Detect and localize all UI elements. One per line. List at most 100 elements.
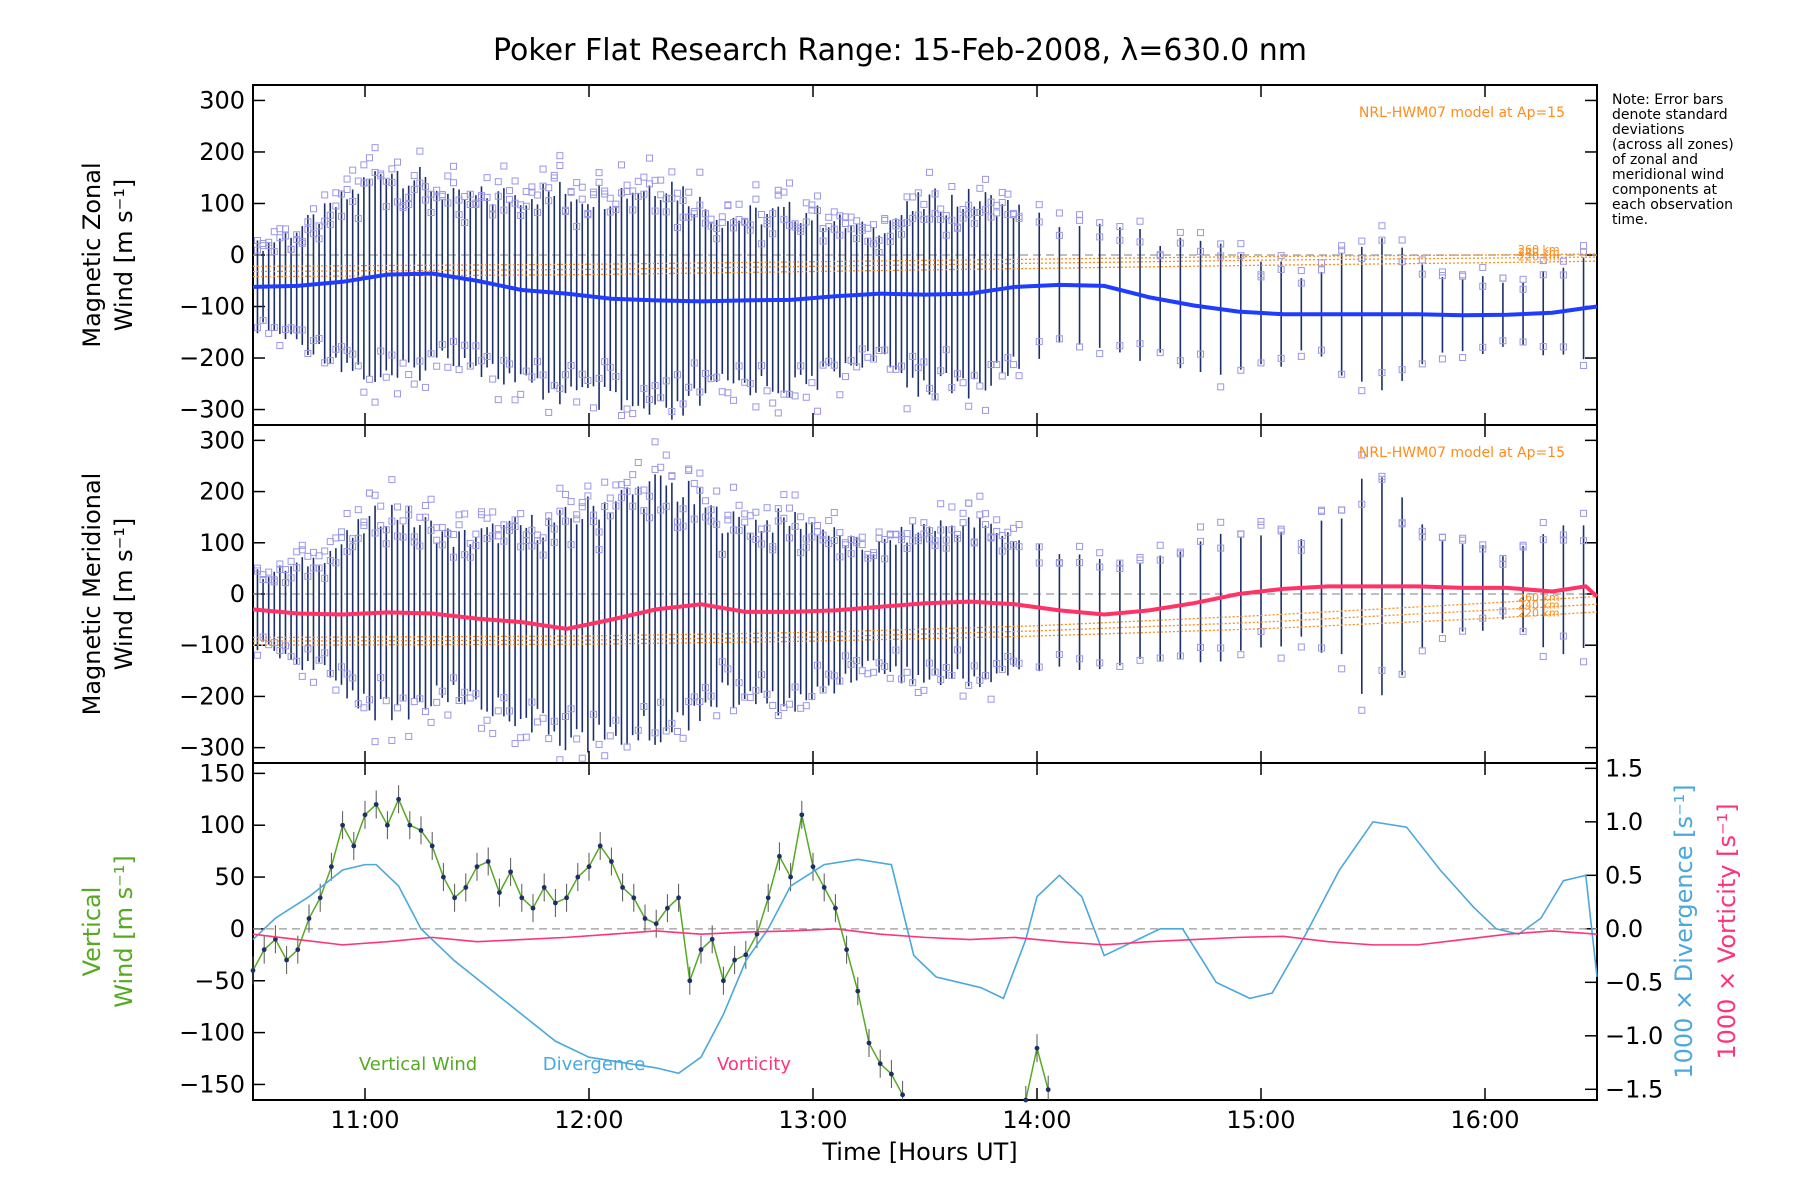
scatter-point [685,383,693,391]
scatter-point [976,676,984,684]
scatter-point [528,542,536,550]
vertical-point [508,869,513,875]
scatter-point [421,383,429,391]
scatter-point [1580,361,1588,369]
scatter-point [578,754,586,762]
scatter-point [970,219,978,227]
scatter-point [438,687,446,695]
scatter-point [449,531,457,539]
scatter-point [567,188,575,196]
vertical-point [452,895,457,901]
scatter-point [1358,500,1366,508]
scatter-point [937,526,945,534]
scatter-point [528,698,536,706]
x-tick-label: 12:00 [554,1106,623,1134]
scatter-point [903,219,911,227]
scatter-point [601,502,609,510]
scatter-point [1539,271,1547,279]
scatter-point [1277,525,1285,533]
scatter-point [1035,218,1043,226]
vertical-point [709,936,715,942]
scatter-point [713,520,721,528]
scatter-point [1035,543,1043,551]
vertical-point [1045,1087,1051,1093]
scatter-point [1418,647,1426,655]
scatter-point [998,547,1006,555]
y-tick-label: 150 [199,759,245,787]
scatter-point [1237,530,1245,538]
scatter-point [668,472,676,480]
scatter-point [573,179,581,187]
scatter-point [550,538,558,546]
scatter-point [1035,663,1043,671]
scatter-point [679,505,687,513]
scatter-point [718,658,726,666]
scatter-point [651,207,659,215]
scatter-point [567,362,575,370]
scatter-point [897,675,905,683]
scatter-point [461,688,469,696]
scatter-point [617,161,625,169]
scatter-point [645,154,653,162]
scatter-point [1479,541,1487,549]
legend-entry: Vertical Wind [359,1054,477,1075]
scatter-point [578,195,586,203]
scatter-point [281,225,289,233]
scatter-point [421,708,429,716]
scatter-point [573,515,581,523]
scatter-point [729,483,737,491]
model-label: NRL-HWM07 model at Ap=15 [1359,445,1565,461]
scatter-point [791,491,799,499]
scatter-point [410,185,418,193]
scatter-point [707,506,715,514]
scatter-point [645,514,653,522]
scatter-point [522,733,530,741]
scatter-point [517,211,525,219]
scatter-point [494,525,502,533]
scatter-point [304,218,312,226]
scatter-point [998,372,1006,380]
model-curve [252,260,1598,278]
scatter-point [853,217,861,225]
scatter-point [573,222,581,230]
scatter-point [293,231,301,239]
scatter-point [287,653,295,661]
altitude-label: 220 km [1518,251,1560,264]
scatter-point [858,345,866,353]
scatter-point [281,579,289,587]
scatter-point [1237,651,1245,659]
scatter-point [819,536,827,544]
scatter-point [981,206,989,214]
scatter-point [976,382,984,390]
scatter-point [1076,343,1084,351]
scatter-point [556,161,564,169]
vertical-point [597,843,603,849]
scatter-point [1004,528,1012,536]
scatter-point [769,702,777,710]
scatter-point [623,405,631,413]
scatter-point [556,152,564,160]
scatter-point [315,334,323,342]
vertical-point [900,1092,905,1098]
vertical-point [407,822,413,828]
scatter-point [813,522,821,530]
vertical-point [732,957,737,963]
scatter-point [1418,527,1426,535]
scatter-point [1004,652,1012,660]
vertical-point [1034,1045,1040,1051]
scatter-point [410,172,418,180]
scatter-point [276,342,284,350]
scatter-point [309,230,317,238]
scatter-point [965,402,973,410]
scatter-point [416,357,424,365]
scatter-point [511,177,519,185]
scatter-point [623,478,631,486]
scatter-point [449,179,457,187]
scatter-point [959,379,967,387]
scatter-point [685,466,693,474]
scatter-point [853,235,861,243]
legend-entry: Vorticity [717,1054,791,1075]
altitude-label: 240 km [1518,246,1560,259]
scatter-point [1096,350,1104,358]
